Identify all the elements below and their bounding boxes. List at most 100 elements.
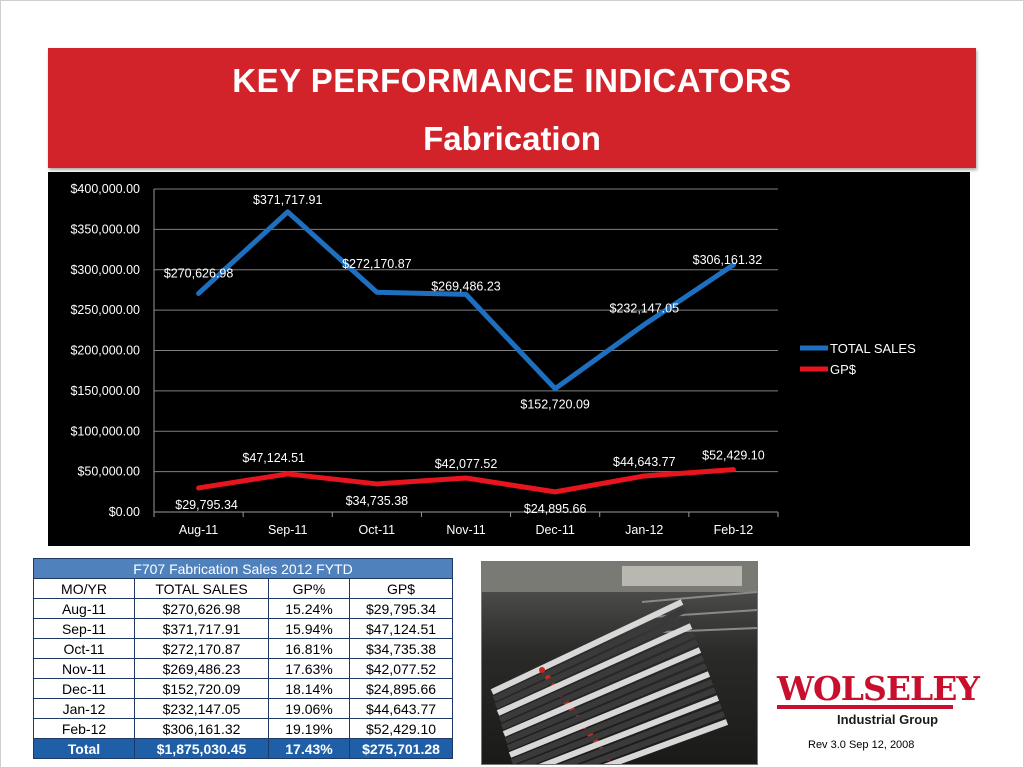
sales-table: F707 Fabrication Sales 2012 FYTD MO/YR T…: [33, 558, 453, 759]
table-cell: 17.63%: [268, 658, 350, 679]
table-cell: $52,429.10: [349, 718, 453, 739]
pipe: [538, 695, 720, 764]
line-chart: $0.00 $50,000.00 $100,000.00 $150,000.00 $20…: [48, 172, 970, 546]
pipe: [559, 703, 723, 764]
y-tick-label: $0.00: [109, 505, 140, 519]
table-cell: 15.94%: [268, 618, 350, 639]
x-tick-label: Oct-11: [359, 523, 396, 537]
pipe-band: [539, 667, 545, 673]
pipe: [518, 687, 717, 764]
data-label: $52,429.10: [702, 449, 765, 463]
pipe: [510, 679, 714, 764]
table-row: Aug-11 $270,626.98 15.24% $29,795.34: [33, 598, 453, 619]
pipe: [506, 663, 708, 751]
y-tick-label: $300,000.00: [70, 263, 140, 277]
table-cell: $270,626.98: [134, 598, 269, 619]
data-label: $270,626.98: [164, 266, 234, 280]
table-cell: Nov-11: [33, 658, 135, 679]
table-header: MO/YR: [33, 578, 135, 599]
page-title: KEY PERFORMANCE INDICATORS: [232, 62, 792, 99]
table-cell: Jan-12: [33, 698, 135, 719]
x-tick-label: Sep-11: [268, 523, 307, 537]
data-label: $34,735.38: [346, 494, 409, 508]
table-cell: Feb-12: [33, 718, 135, 739]
table-caption: F707 Fabrication Sales 2012 FYTD: [33, 558, 453, 579]
data-label: $47,124.51: [242, 451, 305, 465]
series-line-gp: [196, 467, 736, 495]
pipe: [496, 623, 693, 716]
pipe: [508, 671, 711, 758]
table-row: Nov-11 $269,486.23 17.63% $42,077.52: [33, 658, 453, 679]
series-line-total-sales: [196, 209, 736, 392]
table-cell: 16.81%: [268, 638, 350, 659]
table-cell: $275,701.28: [349, 738, 453, 759]
pipe: [581, 711, 726, 764]
table-cell: Aug-11: [33, 598, 135, 619]
pipe-rack-photo: [481, 561, 758, 765]
table-cell: $44,643.77: [349, 698, 453, 719]
table-cell: $47,124.51: [349, 618, 453, 639]
x-tick-label: Nov-11: [446, 523, 485, 537]
table-cell: $152,720.09: [134, 678, 269, 699]
table-cell: 19.06%: [268, 698, 350, 719]
x-tick-label: Aug-11: [179, 523, 218, 537]
table-row: Sep-11 $371,717.91 15.94% $47,124.51: [33, 618, 453, 639]
data-label: $152,720.09: [520, 398, 590, 412]
x-tick-label: Feb-12: [714, 523, 754, 537]
chart-svg: $0.00 $50,000.00 $100,000.00 $150,000.00 $20…: [70, 182, 916, 537]
pipe: [504, 655, 705, 744]
table-cell: $371,717.91: [134, 618, 269, 639]
data-label: $269,486.23: [431, 279, 501, 293]
data-label: $24,895.66: [524, 502, 587, 516]
table-row: Dec-11 $152,720.09 18.14% $24,895.66: [33, 678, 453, 699]
y-tick-label: $50,000.00: [77, 465, 140, 479]
y-tick-label: $100,000.00: [70, 424, 140, 438]
table-cell: 19.19%: [268, 718, 350, 739]
legend-label: GP$: [830, 362, 857, 377]
y-tick-label: $250,000.00: [70, 303, 140, 317]
table-header: GP$: [349, 578, 453, 599]
title-banner: KEY PERFORMANCE INDICATORS Fabrication: [48, 48, 976, 168]
data-label: $371,717.91: [253, 193, 323, 207]
logo-underline: [777, 705, 953, 709]
x-tick-label: Dec-11: [535, 523, 574, 537]
legend-label: TOTAL SALES: [830, 341, 916, 356]
table-cell: $306,161.32: [134, 718, 269, 739]
pipe: [603, 719, 729, 764]
pipe: [502, 647, 702, 737]
logo-subtitle: Industrial Group: [837, 712, 939, 727]
table-cell: $29,795.34: [349, 598, 453, 619]
table-cell: 18.14%: [268, 678, 350, 699]
pipe: [498, 631, 696, 723]
table-cell: 17.43%: [268, 738, 350, 759]
table-row: Oct-11 $272,170.87 16.81% $34,735.38: [33, 638, 453, 659]
table-cell: $24,895.66: [349, 678, 453, 699]
data-label: $44,643.77: [613, 455, 676, 469]
pipe: [492, 607, 687, 702]
data-label: $306,161.32: [693, 253, 763, 267]
table-cell: $34,735.38: [349, 638, 453, 659]
table-row: Jan-12 $232,147.05 19.06% $44,643.77: [33, 698, 453, 719]
table-total-row: Total $1,875,030.45 17.43% $275,701.28: [33, 738, 453, 759]
table-cell: $272,170.87: [134, 638, 269, 659]
y-tick-label: $150,000.00: [70, 384, 140, 398]
table-header: GP%: [268, 578, 350, 599]
table-cell: Sep-11: [33, 618, 135, 639]
data-label: $42,077.52: [435, 457, 498, 471]
table-cell: $42,077.52: [349, 658, 453, 679]
page-subtitle: Fabrication: [423, 120, 601, 157]
table-cell: Dec-11: [33, 678, 135, 699]
data-label: $232,147.05: [610, 302, 680, 316]
data-label: $29,795.34: [175, 498, 238, 512]
table-row: Feb-12 $306,161.32 19.19% $52,429.10: [33, 718, 453, 739]
revision-note: Rev 3.0 Sep 12, 2008: [808, 739, 915, 751]
table-cell: Oct-11: [33, 638, 135, 659]
y-tick-label: $200,000.00: [70, 344, 140, 358]
pipe-rack-image: [482, 562, 757, 764]
table-cell: Total: [33, 738, 135, 759]
wolseley-logo: WOLSELEY Industrial Group: [777, 672, 980, 732]
table-cell: $1,875,030.45: [134, 738, 269, 759]
data-label: $272,170.87: [342, 257, 412, 271]
y-tick-label: $400,000.00: [70, 182, 140, 196]
pipe: [494, 615, 690, 709]
